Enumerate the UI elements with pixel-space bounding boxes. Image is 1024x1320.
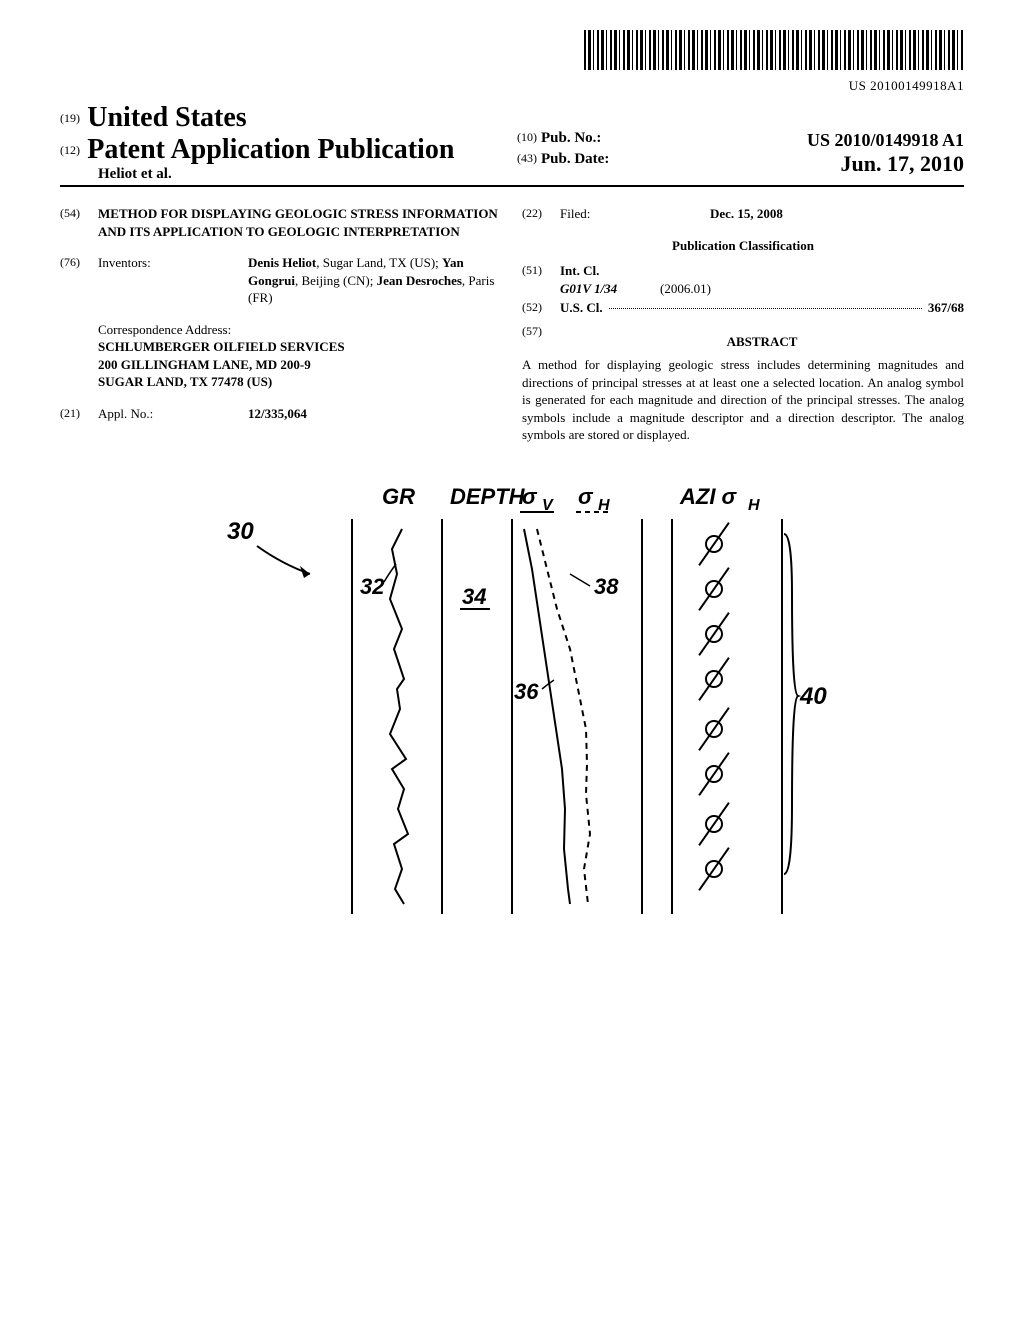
pubclass-title: Publication Classification [522, 237, 964, 255]
pubdate-label: Pub. Date: [541, 151, 609, 177]
authors: Heliot et al. [60, 166, 507, 183]
svg-text:σ: σ [522, 484, 538, 509]
appl-value: 12/335,064 [248, 405, 502, 423]
abstract-title: ABSTRACT [560, 333, 964, 351]
figure-svg: GRDEPTHσVσHAZI σH303234363840 [192, 474, 832, 954]
left-column: (54) METHOD FOR DISPLAYING GEOLOGIC STRE… [60, 205, 502, 444]
barcode-block [60, 30, 964, 74]
barcode-number: US 20100149918A1 [60, 78, 964, 94]
figure: GRDEPTHσVσHAZI σH303234363840 [192, 474, 832, 954]
correspondence-line1: SCHLUMBERGER OILFIELD SERVICES [98, 338, 502, 356]
header-row: (19) United States (12) Patent Applicati… [60, 102, 964, 187]
pubdate-code: (43) [517, 151, 537, 177]
uscl-value: 367/68 [928, 299, 964, 317]
abstract-code: (57) [522, 323, 560, 357]
pubdate-value: Jun. 17, 2010 [841, 151, 964, 177]
pubno-value: US 2010/0149918 A1 [807, 130, 964, 151]
intcl-date: (2006.01) [660, 280, 711, 298]
header-left: (19) United States (12) Patent Applicati… [60, 102, 507, 183]
title-code: (54) [60, 205, 98, 240]
country-name: United States [87, 102, 246, 133]
pubno-code: (10) [517, 130, 537, 151]
filed-value: Dec. 15, 2008 [710, 205, 964, 223]
right-column: (22) Filed: Dec. 15, 2008 Publication Cl… [522, 205, 964, 444]
correspondence-block: Correspondence Address: SCHLUMBERGER OIL… [98, 321, 502, 391]
uscl-dots [609, 299, 922, 309]
intcl-label: Int. Cl. [560, 262, 964, 280]
svg-text:32: 32 [360, 574, 385, 599]
invention-title: METHOD FOR DISPLAYING GEOLOGIC STRESS IN… [98, 205, 502, 240]
svg-text:40: 40 [799, 683, 827, 710]
filed-code: (22) [522, 205, 560, 223]
svg-text:DEPTH: DEPTH [450, 484, 526, 509]
inventors-code: (76) [60, 254, 98, 307]
appl-label: Appl. No.: [98, 405, 248, 423]
uscl-code: (52) [522, 299, 560, 317]
svg-text:38: 38 [594, 574, 619, 599]
uscl-label: U.S. Cl. [560, 299, 603, 317]
svg-text:σ: σ [578, 484, 594, 509]
abstract-text: A method for displaying geologic stress … [522, 356, 964, 444]
correspondence-label: Correspondence Address: [98, 321, 502, 339]
pub-type: Patent Application Publication [87, 134, 454, 165]
pub-type-code: (12) [60, 143, 80, 157]
svg-text:H: H [748, 497, 760, 514]
svg-text:34: 34 [462, 584, 486, 609]
header-right: (10) Pub. No.: US 2010/0149918 A1 (43) P… [507, 102, 964, 183]
svg-text:AZI σ: AZI σ [679, 484, 738, 509]
appl-code: (21) [60, 405, 98, 423]
intcl-code: (51) [522, 262, 560, 297]
correspondence-line3: SUGAR LAND, TX 77478 (US) [98, 373, 502, 391]
correspondence-line2: 200 GILLINGHAM LANE, MD 200-9 [98, 356, 502, 374]
filed-label: Filed: [560, 205, 710, 223]
inventors-label: Inventors: [98, 254, 248, 307]
barcode-graphic [584, 30, 964, 70]
svg-text:36: 36 [514, 679, 539, 704]
country-code: (19) [60, 111, 80, 125]
intcl-class: G01V 1/34 [560, 280, 660, 298]
svg-text:GR: GR [382, 484, 415, 509]
pubno-label: Pub. No.: [541, 130, 601, 151]
svg-text:30: 30 [227, 518, 254, 545]
biblio-columns: (54) METHOD FOR DISPLAYING GEOLOGIC STRE… [60, 205, 964, 444]
inventors-value: Denis Heliot, Sugar Land, TX (US); Yan G… [248, 254, 502, 307]
